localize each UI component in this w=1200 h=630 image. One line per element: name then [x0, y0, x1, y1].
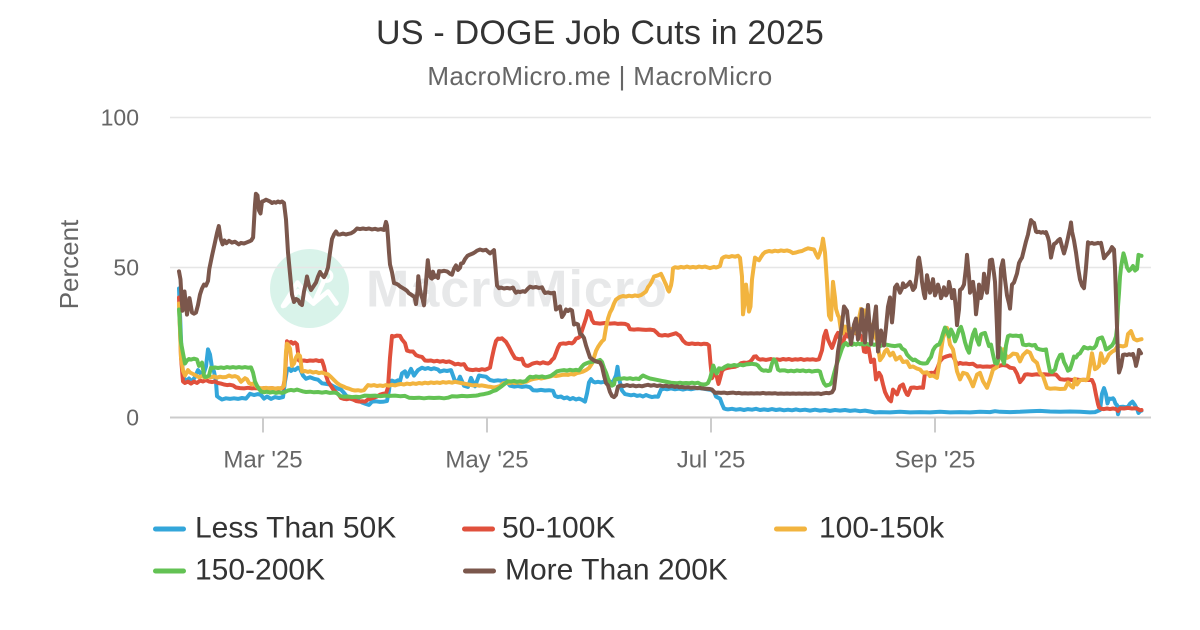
svg-text:Sep '25: Sep '25	[895, 447, 976, 474]
svg-text:US - DOGE Job Cuts in 2025: US - DOGE Job Cuts in 2025	[376, 14, 824, 52]
svg-text:More Than 200K: More Than 200K	[505, 554, 728, 587]
svg-text:Mar '25: Mar '25	[223, 447, 302, 474]
svg-text:50-100K: 50-100K	[502, 512, 615, 545]
svg-text:Jul '25: Jul '25	[677, 447, 746, 474]
svg-text:100-150k: 100-150k	[819, 512, 945, 545]
svg-text:0: 0	[126, 405, 139, 431]
svg-text:50: 50	[113, 255, 139, 281]
svg-text:Less Than 50K: Less Than 50K	[195, 512, 396, 545]
svg-text:Percent: Percent	[54, 219, 84, 309]
svg-text:MacroMicro.me | MacroMicro: MacroMicro.me | MacroMicro	[427, 61, 772, 91]
svg-text:150-200K: 150-200K	[195, 554, 325, 587]
svg-text:May '25: May '25	[445, 447, 528, 474]
svg-text:MacroMicro: MacroMicro	[366, 261, 668, 319]
svg-text:100: 100	[101, 105, 139, 131]
